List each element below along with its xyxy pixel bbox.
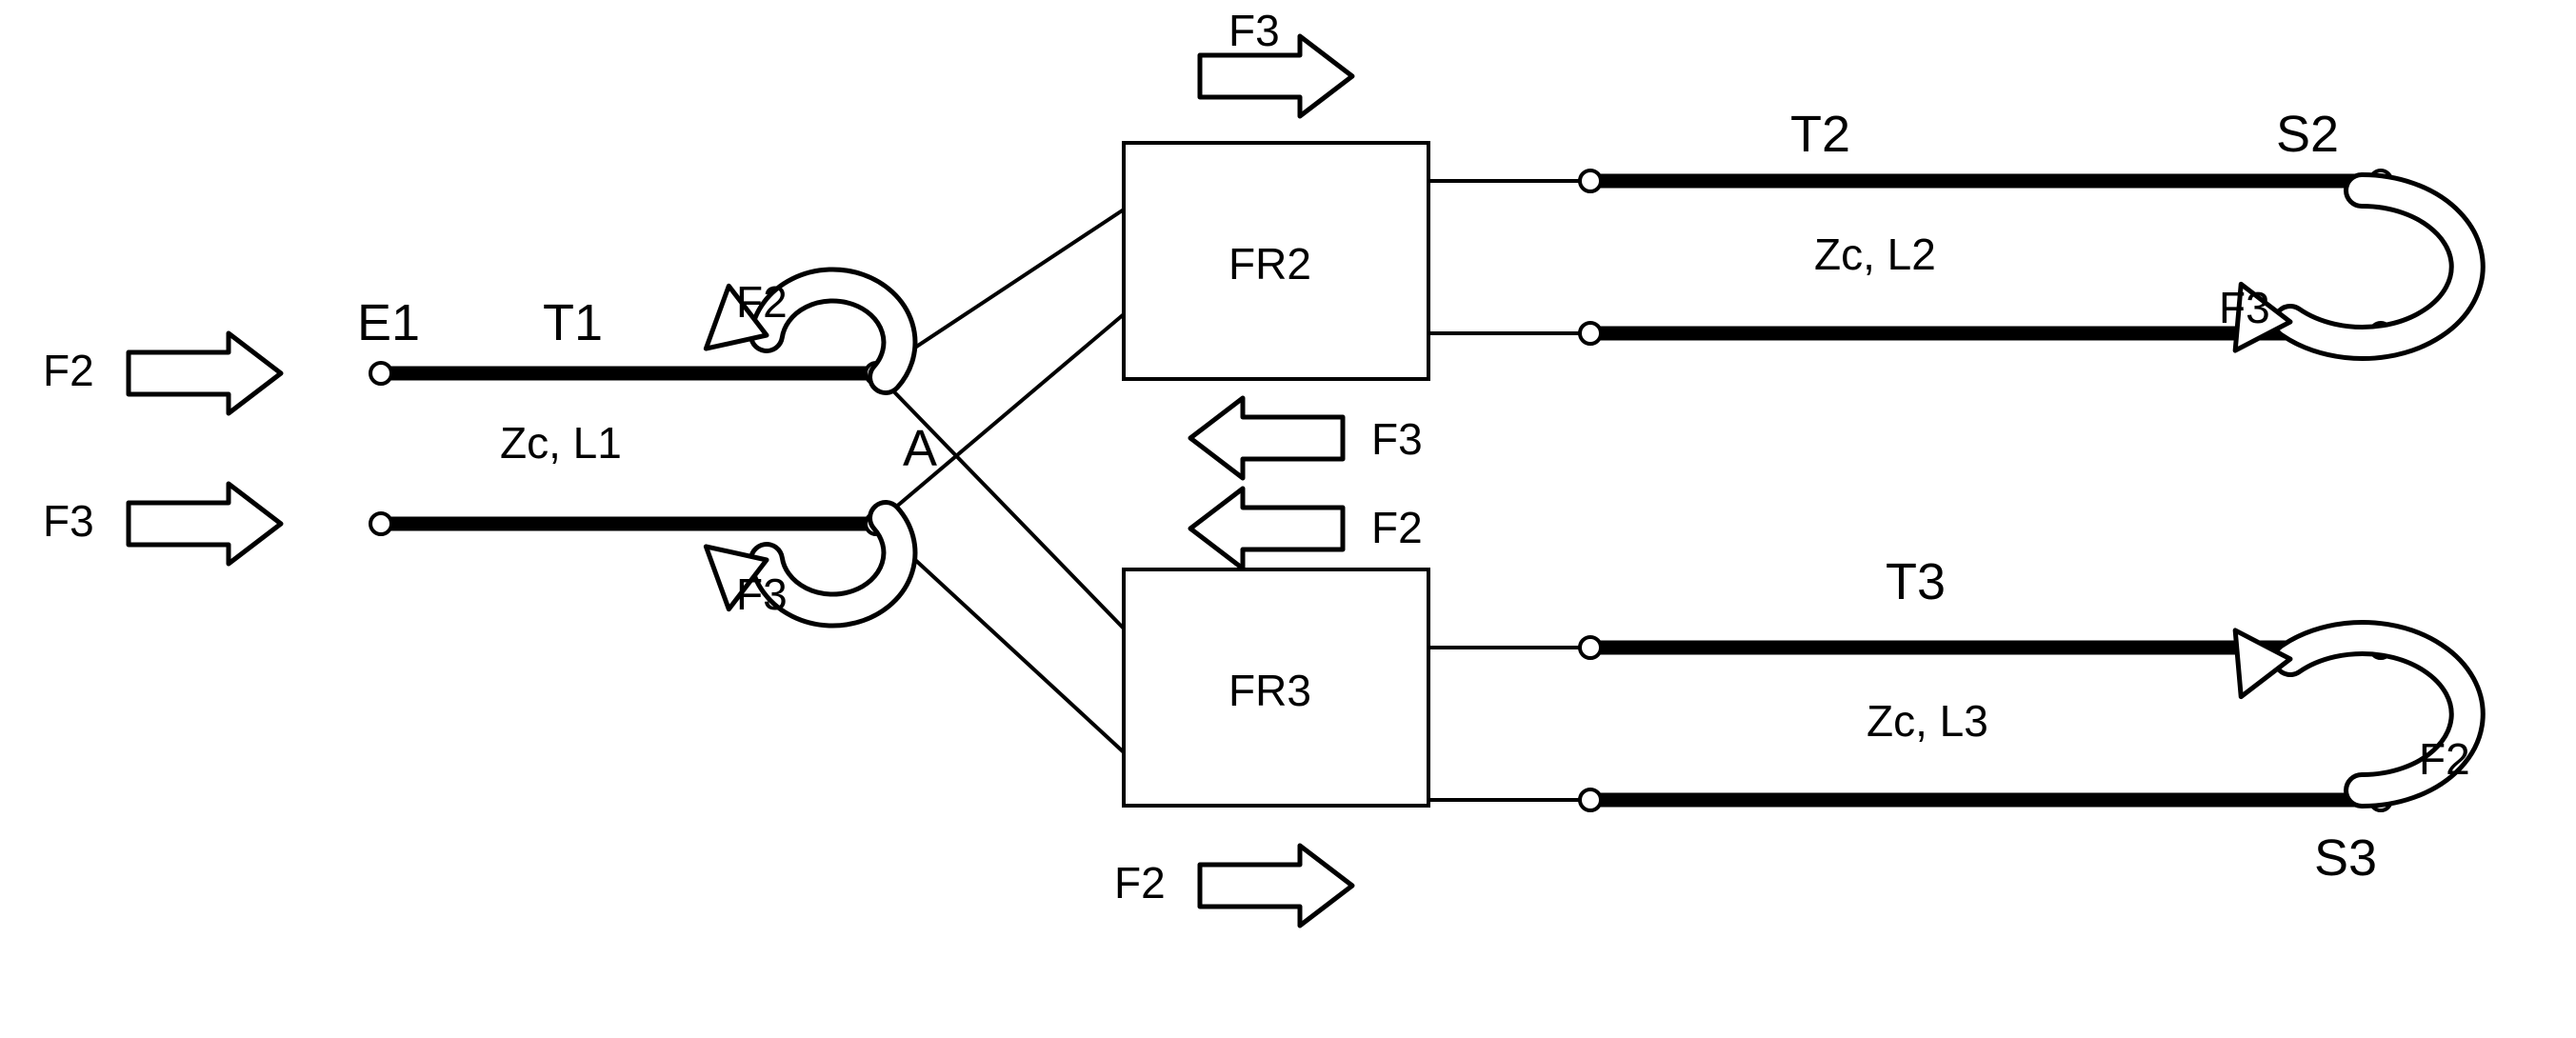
- label-F3-in: F3: [43, 495, 94, 547]
- label-ZcL1: Zc, L1: [500, 417, 622, 469]
- label-E1: E1: [357, 293, 420, 352]
- label-FR3: FR3: [1228, 665, 1311, 716]
- label-T1: T1: [543, 293, 603, 352]
- label-F2-bot: F2: [1114, 857, 1166, 908]
- label-T3: T3: [1886, 552, 1946, 611]
- label-A: A: [903, 419, 937, 478]
- label-F3-top: F3: [1228, 5, 1280, 56]
- label-F2-in: F2: [43, 345, 94, 396]
- label-ZcL2: Zc, L2: [1814, 229, 1936, 280]
- label-S3: S3: [2314, 828, 2377, 888]
- label-ZcL3: Zc, L3: [1867, 695, 1988, 747]
- label-F2-refl: F2: [736, 276, 788, 328]
- label-F3-back: F3: [1371, 413, 1423, 465]
- label-FR2: FR2: [1228, 238, 1311, 289]
- label-S2: S2: [2276, 105, 2339, 164]
- label-T2: T2: [1790, 105, 1850, 164]
- reflection-arrows: [706, 190, 2466, 790]
- label-F3-short: F3: [2219, 282, 2270, 333]
- label-F2-back: F2: [1371, 502, 1423, 553]
- label-F3-refl: F3: [736, 569, 788, 620]
- label-F2-short: F2: [2419, 733, 2470, 785]
